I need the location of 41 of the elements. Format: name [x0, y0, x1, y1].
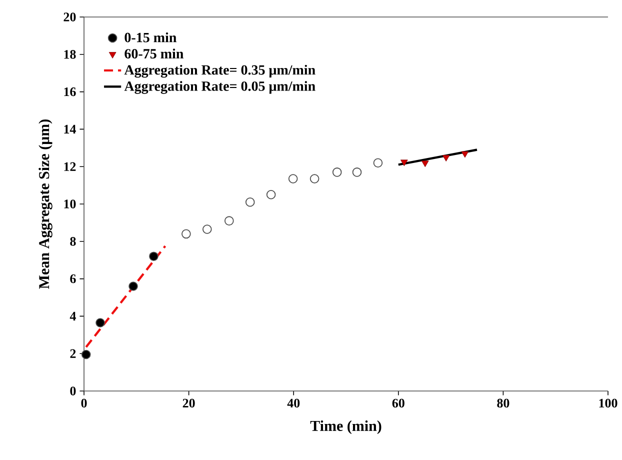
point	[373, 158, 383, 168]
legend-label: Aggregation Rate= 0.35 μm/min	[124, 64, 316, 78]
y-tick-label: 14	[64, 124, 76, 134]
point	[266, 190, 276, 200]
y-tick-label: 10	[64, 200, 76, 208]
point	[96, 318, 105, 328]
x-axis-title: Time (min)	[310, 420, 382, 434]
x-tick-label: 80	[497, 398, 510, 408]
point	[128, 282, 138, 291]
legend-label: 0-15 min	[124, 32, 176, 42]
y-tick-label: 6	[70, 274, 76, 284]
y-tick-label: 2	[70, 349, 76, 358]
point	[224, 216, 234, 226]
point	[332, 168, 342, 177]
y-tick-label: 4	[70, 312, 76, 320]
y-tick-label: 16	[64, 87, 76, 96]
point	[81, 350, 91, 360]
point	[421, 160, 429, 168]
x-tick-label: 60	[392, 398, 404, 408]
y-tick-label: 8	[70, 237, 76, 246]
y-tick-label: 20	[64, 12, 76, 22]
point	[310, 174, 320, 184]
x-tick-label: 40	[287, 398, 300, 408]
point	[182, 229, 191, 239]
point	[149, 252, 158, 261]
legend-label: Aggregation Rate= 0.05 μm/min	[124, 81, 316, 94]
point	[352, 168, 362, 177]
y-tick-label: 12	[64, 162, 76, 171]
y-tick-label: 0	[70, 386, 76, 396]
point	[400, 160, 408, 166]
point	[245, 197, 255, 207]
x-tick-label: 100	[599, 398, 618, 408]
point	[461, 151, 469, 158]
x-tick-label: 0	[81, 398, 87, 408]
legend-label: 60-75 min	[124, 48, 184, 58]
y-axis-title: Mean Aggregate Size (μm)	[38, 120, 52, 289]
x-tick-label: 20	[182, 398, 195, 408]
point	[442, 155, 450, 162]
y-tick-label: 18	[64, 50, 76, 59]
point	[202, 224, 212, 234]
point	[288, 174, 298, 184]
